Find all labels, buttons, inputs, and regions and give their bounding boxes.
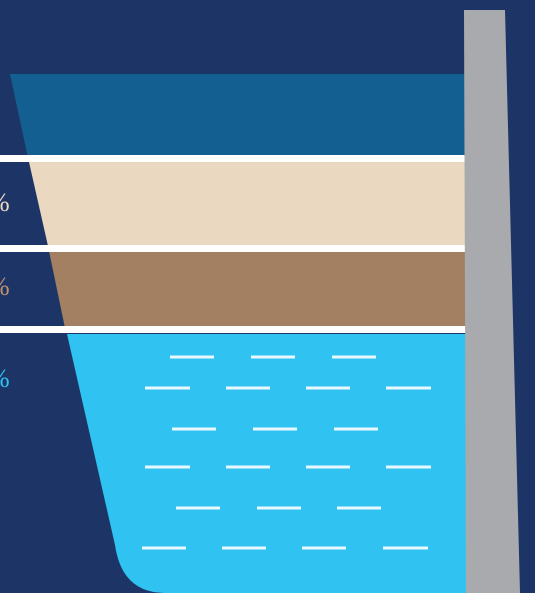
divider-line: [0, 326, 466, 333]
water-reserve-percent-label: %: [0, 366, 10, 392]
upper-sediment-layer: [29, 162, 466, 246]
clear-water-layer: [10, 74, 466, 158]
wave-dashes: [142, 355, 431, 550]
lower-sediment-percent-label: %: [0, 274, 10, 300]
dam-pillar: [464, 10, 520, 593]
divider-line: [0, 245, 466, 252]
lower-sediment-layer: [49, 251, 466, 328]
water-reserve-layer: [67, 334, 466, 593]
upper-sediment-percent-label: %: [0, 190, 10, 216]
divider-line: [0, 155, 466, 162]
